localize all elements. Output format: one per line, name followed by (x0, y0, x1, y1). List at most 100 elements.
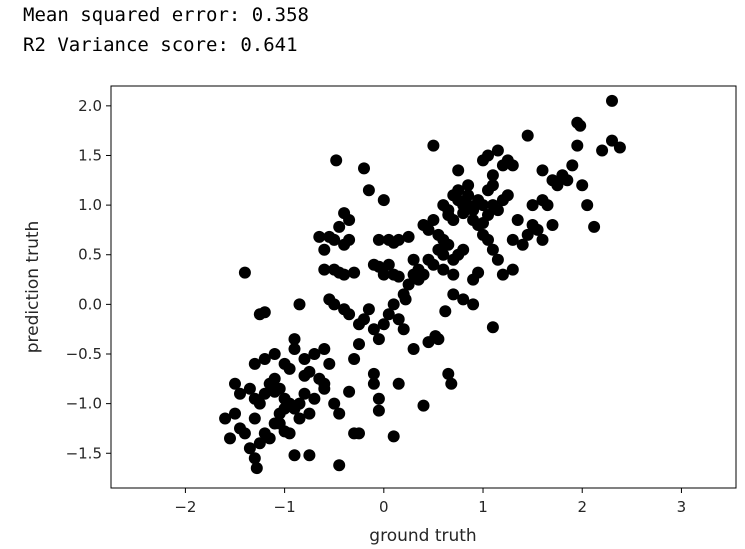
data-point (283, 362, 296, 375)
y-tick-label: 1.5 (78, 146, 102, 164)
data-point (536, 233, 549, 246)
data-point (330, 154, 343, 167)
data-point (472, 266, 485, 279)
data-point (234, 387, 246, 400)
y-axis-label: prediction truth (23, 221, 43, 354)
data-point (258, 306, 271, 319)
data-point (293, 412, 306, 425)
data-point (531, 223, 544, 236)
x-tick-label: 3 (677, 498, 687, 516)
x-tick-label: 2 (577, 498, 587, 516)
data-point (372, 392, 385, 405)
data-point (333, 407, 346, 420)
data-point (298, 353, 311, 365)
data-point (417, 399, 430, 412)
y-tick-label: −0.5 (66, 345, 102, 363)
data-point (333, 220, 346, 233)
y-tick-label: 0.0 (78, 295, 102, 313)
data-point (258, 353, 271, 365)
data-point (248, 452, 261, 465)
data-point (303, 407, 316, 420)
data-point (422, 223, 435, 236)
y-tick-label: 0.5 (78, 246, 102, 264)
data-point (250, 462, 263, 475)
data-point (462, 179, 475, 192)
data-point (248, 412, 261, 425)
data-point (437, 233, 450, 246)
data-point (574, 119, 587, 132)
data-point (486, 321, 499, 334)
data-point (243, 382, 256, 395)
y-tick-label: −1.5 (66, 444, 102, 462)
data-point (521, 228, 534, 241)
data-point (263, 432, 276, 445)
data-point (501, 189, 514, 202)
data-point (303, 365, 316, 378)
data-point (358, 313, 370, 326)
data-point (377, 194, 390, 207)
plot-frame (110, 85, 737, 489)
data-point (442, 204, 455, 217)
data-point (511, 214, 524, 226)
data-point (541, 199, 554, 212)
data-point (268, 348, 281, 360)
data-point (561, 174, 574, 187)
data-point (516, 238, 529, 251)
data-point (343, 385, 356, 398)
data-point (372, 404, 385, 417)
data-point (392, 377, 405, 390)
data-point (491, 144, 504, 157)
x-tick-label: 1 (478, 498, 488, 516)
data-point (293, 397, 306, 410)
data-point (382, 308, 395, 321)
data-point (486, 243, 499, 256)
data-point (402, 230, 415, 243)
data-point (437, 263, 450, 276)
data-point (229, 407, 241, 420)
data-point (566, 159, 579, 172)
data-point (521, 129, 534, 142)
data-point (407, 343, 420, 355)
data-point (362, 303, 375, 316)
data-point (358, 162, 370, 175)
data-point (278, 402, 291, 415)
data-point (491, 253, 504, 266)
data-point (447, 268, 460, 281)
data-point (407, 253, 420, 266)
data-point (427, 139, 440, 152)
data-point (506, 159, 519, 172)
x-tick-label: 0 (379, 498, 389, 516)
data-point (288, 449, 301, 462)
data-point (323, 357, 336, 370)
data-point (588, 220, 601, 233)
data-point (308, 392, 321, 405)
data-point (457, 243, 470, 256)
data-point (422, 336, 435, 349)
data-point (238, 266, 251, 279)
data-point (313, 230, 326, 243)
data-point (224, 432, 236, 445)
x-tick-label: −2 (174, 498, 196, 516)
data-point (268, 385, 281, 398)
data-point (439, 305, 452, 318)
data-point (243, 442, 256, 455)
data-point (596, 144, 609, 157)
data-point (571, 139, 584, 152)
data-point (387, 430, 400, 443)
data-point (353, 427, 365, 440)
data-point (496, 268, 509, 281)
data-point (258, 387, 271, 400)
data-point (482, 209, 494, 221)
data-point (367, 367, 380, 380)
data-point (447, 288, 460, 301)
data-point (377, 268, 390, 281)
data-point (372, 333, 385, 346)
data-point (613, 141, 626, 154)
data-point (343, 233, 356, 246)
data-point (253, 437, 266, 450)
data-point (333, 459, 346, 472)
data-point (288, 343, 301, 355)
x-axis-ticks: −2 −1 0 1 2 3 (174, 488, 686, 516)
data-point (486, 169, 499, 182)
data-point (372, 233, 385, 246)
